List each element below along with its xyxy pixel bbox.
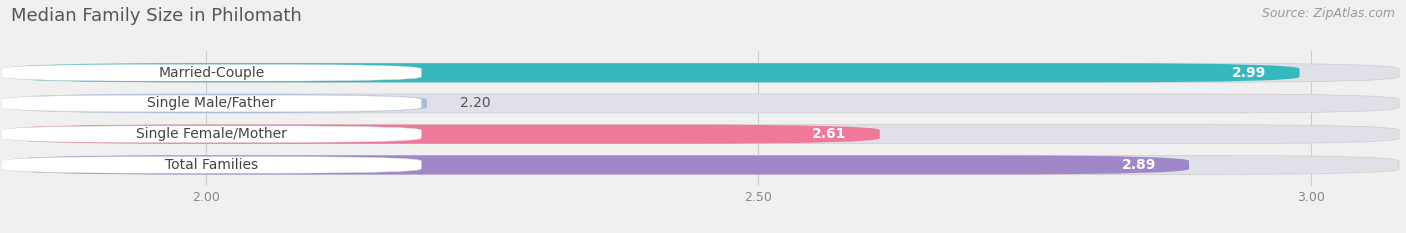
- Text: Married-Couple: Married-Couple: [159, 66, 264, 80]
- FancyBboxPatch shape: [1, 65, 422, 81]
- FancyBboxPatch shape: [1, 157, 422, 173]
- Text: 2.89: 2.89: [1122, 158, 1156, 172]
- FancyBboxPatch shape: [1, 126, 422, 142]
- Text: 2.20: 2.20: [460, 96, 491, 110]
- FancyBboxPatch shape: [7, 63, 1399, 82]
- Text: Median Family Size in Philomath: Median Family Size in Philomath: [11, 7, 302, 25]
- Text: 2.61: 2.61: [813, 127, 846, 141]
- FancyBboxPatch shape: [7, 63, 1299, 82]
- FancyBboxPatch shape: [7, 125, 880, 144]
- FancyBboxPatch shape: [7, 125, 1399, 144]
- Text: Single Female/Mother: Single Female/Mother: [136, 127, 287, 141]
- Text: Single Male/Father: Single Male/Father: [148, 96, 276, 110]
- FancyBboxPatch shape: [7, 94, 427, 113]
- FancyBboxPatch shape: [1, 95, 422, 112]
- FancyBboxPatch shape: [7, 155, 1189, 175]
- Text: 2.99: 2.99: [1232, 66, 1267, 80]
- Text: Total Families: Total Families: [165, 158, 257, 172]
- FancyBboxPatch shape: [7, 155, 1399, 175]
- FancyBboxPatch shape: [7, 94, 1399, 113]
- Text: Source: ZipAtlas.com: Source: ZipAtlas.com: [1261, 7, 1395, 20]
